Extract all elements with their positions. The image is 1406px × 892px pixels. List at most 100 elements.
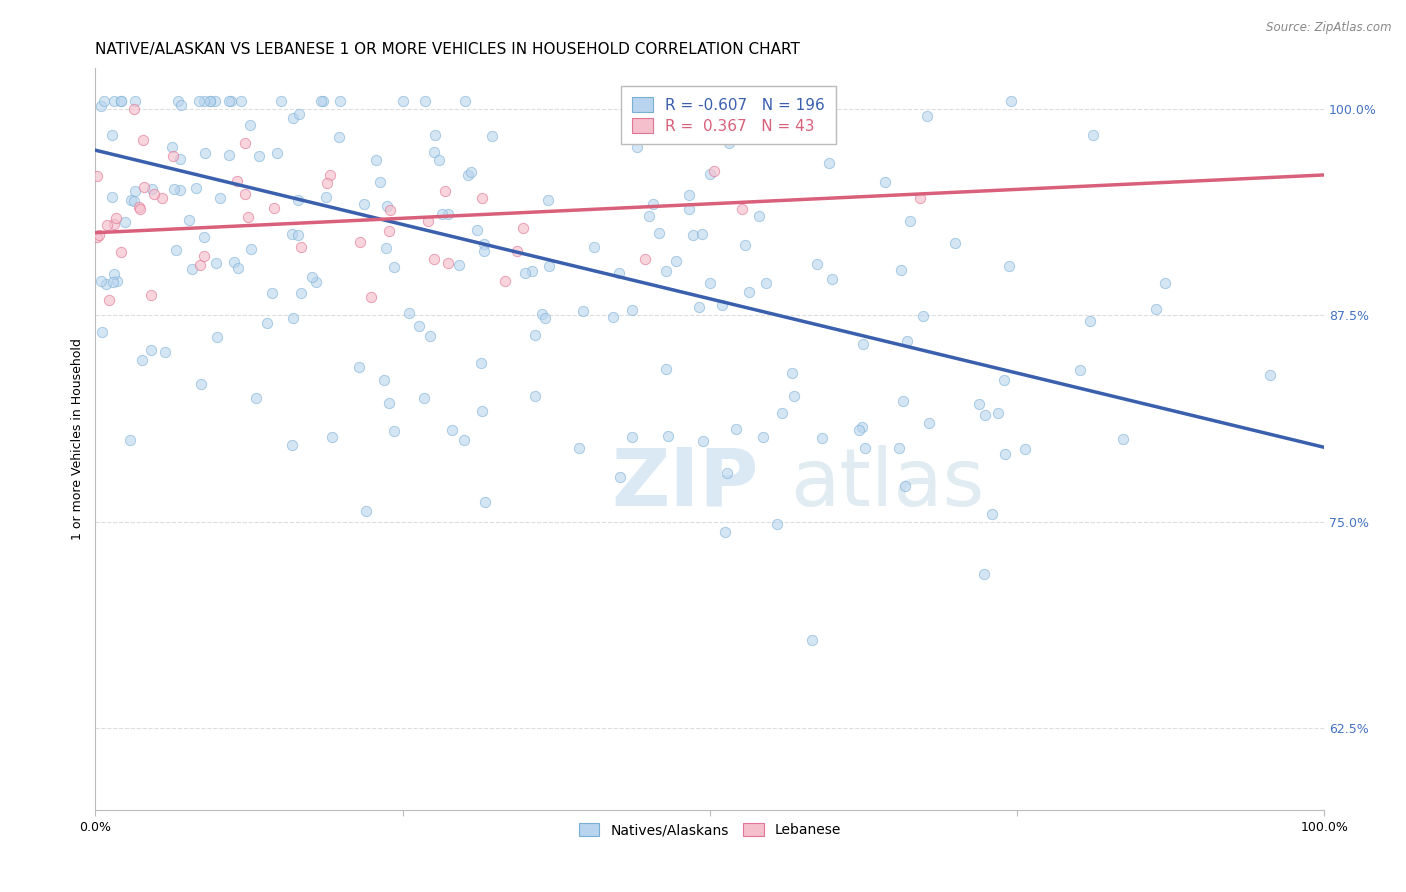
Point — [531, 307, 554, 321]
Point — [188, 258, 211, 272]
Point — [169, 183, 191, 197]
Point — [193, 230, 215, 244]
Point — [100, 190, 122, 204]
Point — [568, 441, 591, 455]
Point — [375, 199, 398, 213]
Point — [129, 202, 152, 216]
Point — [169, 97, 191, 112]
Point — [266, 146, 288, 161]
Point — [103, 94, 125, 108]
Point — [634, 252, 657, 266]
Point — [716, 467, 738, 481]
Point — [471, 191, 494, 205]
Point — [714, 524, 737, 539]
Point — [537, 193, 560, 207]
Point — [624, 94, 647, 108]
Point — [356, 504, 378, 518]
Point — [454, 94, 477, 108]
Point — [301, 269, 323, 284]
Point — [1069, 363, 1091, 377]
Point — [730, 202, 752, 216]
Point — [101, 275, 124, 289]
Point — [987, 406, 1010, 420]
Point — [247, 149, 270, 163]
Point — [110, 94, 132, 108]
Point — [433, 184, 456, 198]
Point — [993, 372, 1015, 386]
Point — [208, 191, 231, 205]
Point — [607, 266, 630, 280]
Point — [229, 94, 252, 108]
Point — [427, 153, 450, 167]
Point — [408, 319, 430, 334]
Point — [506, 244, 529, 259]
Point — [472, 237, 495, 252]
Point — [328, 129, 350, 144]
Point — [848, 423, 870, 437]
Point — [105, 274, 128, 288]
Point — [103, 267, 125, 281]
Point — [852, 337, 875, 351]
Point — [447, 258, 470, 272]
Point — [754, 109, 776, 123]
Point — [375, 241, 398, 255]
Point — [699, 276, 721, 290]
Point — [967, 397, 990, 411]
Point — [219, 94, 242, 108]
Point — [703, 163, 725, 178]
Point — [233, 186, 256, 201]
Point — [93, 94, 115, 108]
Point — [139, 287, 162, 301]
Point — [412, 391, 434, 405]
Point — [382, 260, 405, 274]
Point — [315, 190, 337, 204]
Point — [110, 94, 132, 108]
Point — [239, 118, 262, 132]
Point — [122, 194, 145, 208]
Point — [415, 94, 437, 108]
Point — [692, 434, 714, 448]
Point — [204, 94, 226, 108]
Point — [118, 433, 141, 447]
Point — [441, 423, 464, 437]
Point — [90, 99, 112, 113]
Point — [200, 94, 222, 108]
Point — [114, 215, 136, 229]
Point — [765, 516, 787, 531]
Point — [422, 252, 444, 267]
Point — [747, 209, 769, 223]
Point — [725, 422, 748, 436]
Point — [1078, 314, 1101, 328]
Point — [91, 326, 114, 340]
Point — [228, 261, 250, 276]
Point — [780, 366, 803, 380]
Point — [1014, 442, 1036, 456]
Point — [638, 209, 661, 223]
Point — [1258, 368, 1281, 382]
Point — [167, 94, 190, 108]
Point — [124, 94, 146, 108]
Point — [205, 256, 228, 270]
Point — [690, 227, 713, 241]
Point — [319, 168, 342, 182]
Point — [287, 227, 309, 242]
Point — [190, 377, 212, 392]
Point — [139, 343, 162, 358]
Point — [177, 213, 200, 227]
Point — [90, 274, 112, 288]
Point — [155, 345, 177, 359]
Point — [980, 508, 1002, 522]
Point — [734, 237, 756, 252]
Point — [87, 227, 110, 242]
Point — [103, 217, 125, 231]
Point — [432, 207, 454, 221]
Point — [347, 359, 370, 374]
Point — [184, 181, 207, 195]
Point — [898, 213, 921, 227]
Point — [621, 430, 644, 444]
Point — [312, 94, 335, 108]
Point — [678, 187, 700, 202]
Point — [655, 263, 678, 277]
Point — [1000, 94, 1022, 108]
Point — [894, 479, 917, 493]
